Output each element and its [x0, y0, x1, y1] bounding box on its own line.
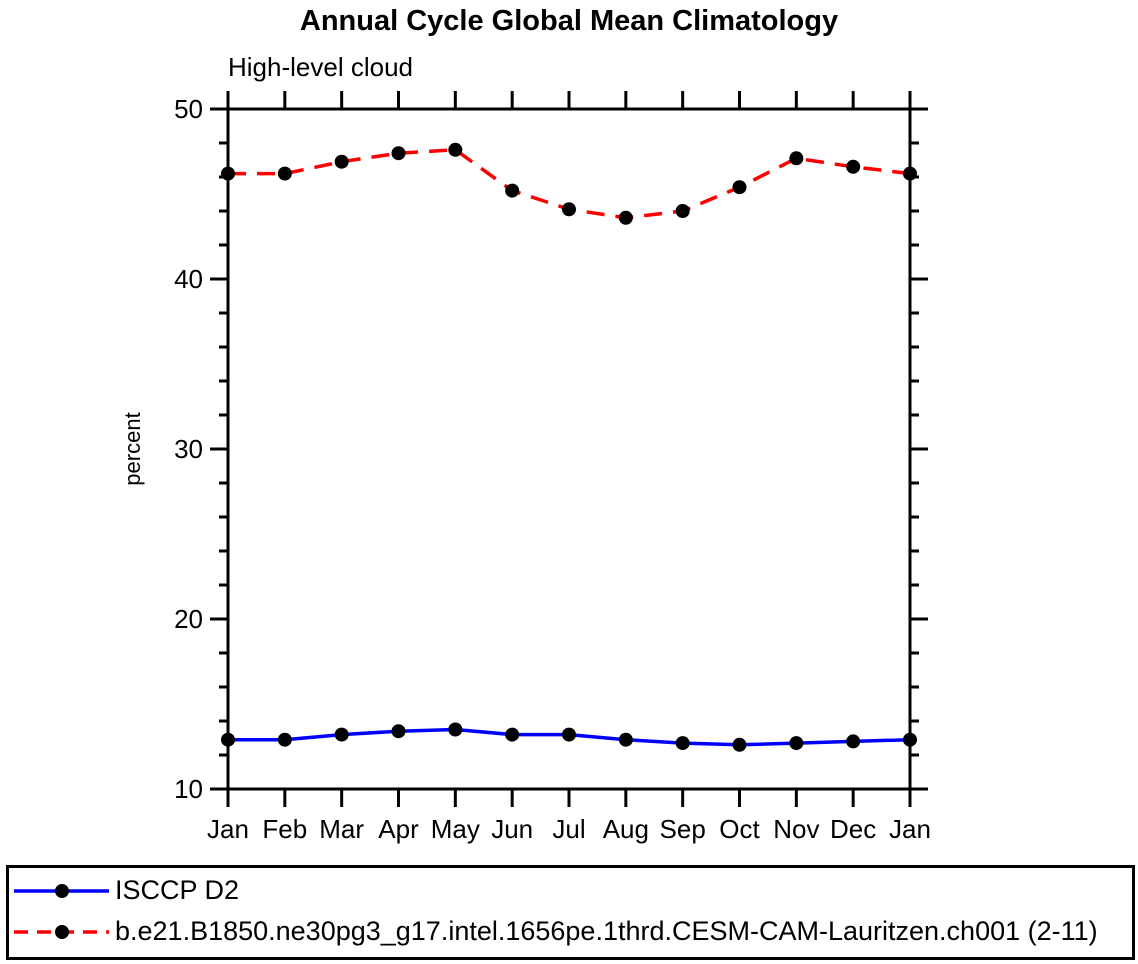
- svg-text:10: 10: [174, 774, 203, 804]
- svg-text:Jun: Jun: [491, 814, 533, 844]
- svg-text:Sep: Sep: [660, 814, 706, 844]
- svg-text:Mar: Mar: [319, 814, 364, 844]
- legend-line-sample-model: [14, 924, 109, 939]
- svg-text:40: 40: [174, 264, 203, 294]
- legend-box: ISCCP D2 b.e21.B1850.ne30pg3_g17.intel.1…: [6, 865, 1135, 960]
- chart-title: Annual Cycle Global Mean Climatology: [299, 5, 839, 37]
- svg-text:20: 20: [174, 604, 203, 634]
- svg-text:Jul: Jul: [552, 814, 585, 844]
- legend-line-sample-obs: [14, 883, 109, 898]
- svg-text:30: 30: [174, 434, 203, 464]
- legend-item-obs: ISCCP D2: [12, 870, 1132, 911]
- legend-item-model: b.e21.B1850.ne30pg3_g17.intel.1656pe.1th…: [12, 911, 1132, 952]
- climatology-plot: Jan Feb Mar Apr May Jun Jul Aug Sep Oct Nov Dec Jan1…: [120, 91, 931, 844]
- legend-label-obs: ISCCP D2: [115, 875, 240, 905]
- svg-text:Dec: Dec: [830, 814, 876, 844]
- legend-label-model: b.e21.B1850.ne30pg3_g17.intel.1656pe.1th…: [115, 916, 1098, 946]
- svg-text:Aug: Aug: [603, 814, 649, 844]
- svg-text:Nov: Nov: [773, 814, 819, 844]
- svg-text:May: May: [431, 814, 480, 844]
- svg-text:percent: percent: [120, 412, 145, 485]
- svg-text:Jan: Jan: [207, 814, 249, 844]
- svg-text:Feb: Feb: [262, 814, 307, 844]
- svg-text:Apr: Apr: [378, 814, 419, 844]
- svg-text:Oct: Oct: [719, 814, 760, 844]
- chart-subtitle: High-level cloud: [228, 52, 413, 82]
- svg-text:Jan: Jan: [889, 814, 931, 844]
- svg-text:50: 50: [174, 94, 203, 124]
